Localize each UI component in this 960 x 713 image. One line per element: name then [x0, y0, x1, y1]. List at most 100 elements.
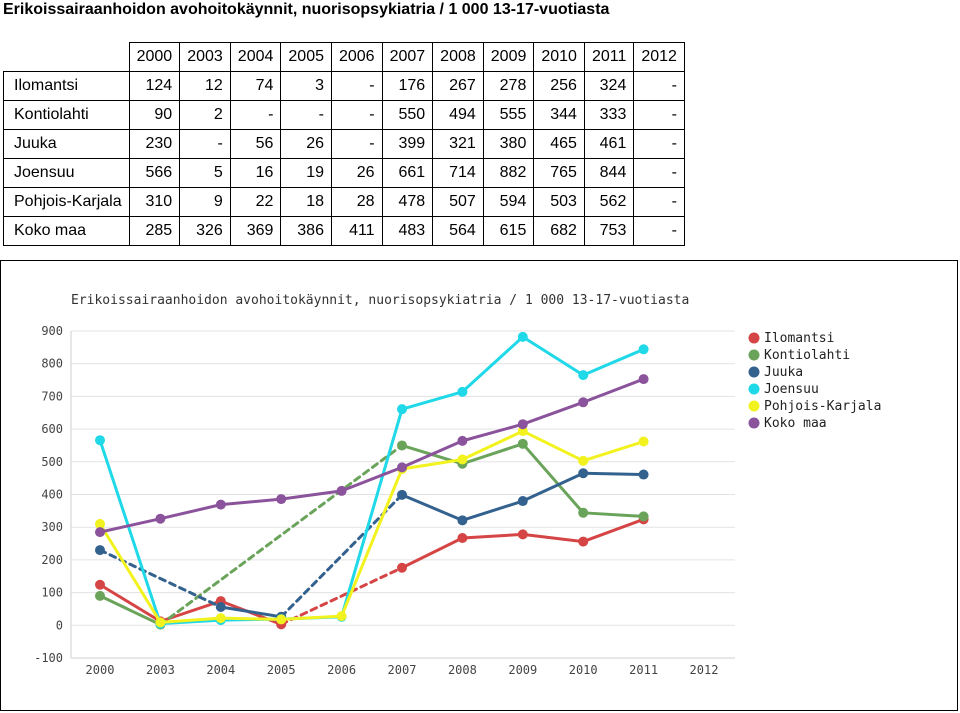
table-column-header: 2005: [280, 42, 332, 72]
legend-label-ilomantsi: Ilomantsi: [764, 331, 834, 346]
table-cell: 16: [229, 158, 282, 188]
table-column-header: 2004: [229, 42, 282, 72]
data-point-koko-maa: [215, 499, 226, 510]
data-point-koko-maa: [578, 397, 589, 408]
table-cell: -: [179, 129, 231, 159]
table-cell: 465: [533, 129, 585, 159]
series-line-joensuu: [340, 407, 404, 619]
y-tick-label: 100: [41, 586, 63, 600]
series-line-juuka: [581, 471, 646, 477]
series-line-pohjois-karjala: [460, 429, 525, 462]
table-cell: 5: [179, 158, 231, 188]
table-cell: 26: [330, 158, 383, 188]
y-tick-label: 800: [41, 357, 63, 371]
table-cell: 230: [128, 129, 181, 159]
x-tick-label: 2007: [388, 663, 417, 677]
legend-marker-ilomantsi: [748, 332, 760, 344]
series-line-koko-maa: [340, 465, 404, 493]
page-title: Erikoissairaanhoidon avohoitokäynnit, nu…: [3, 1, 610, 18]
data-point-kontiolahti: [638, 511, 649, 522]
table-column-header: 2007: [381, 42, 434, 72]
legend-marker-koko-maa: [748, 417, 760, 429]
table-cell: -: [229, 100, 282, 130]
legend-label-pohjois-karjala: Pohjois-Karjala: [764, 399, 881, 414]
data-point-joensuu: [638, 344, 649, 355]
table-cell: 555: [482, 100, 535, 130]
table-cell: -: [633, 100, 685, 130]
series-line-koko-maa: [158, 503, 223, 521]
table-corner-cell: [3, 42, 130, 72]
table-cell: 615: [482, 216, 535, 246]
table-cell: 765: [533, 158, 585, 188]
table-cell: 882: [482, 158, 535, 188]
table-cell: 682: [533, 216, 585, 246]
data-point-pohjois-karjala: [517, 426, 528, 437]
data-point-pohjois-karjala: [578, 455, 589, 466]
table-cell: 22: [229, 187, 282, 217]
table-cell: 594: [482, 187, 535, 217]
data-point-pohjois-karjala: [638, 436, 649, 447]
table-row: Koko maa 285 326 369 386 411 483 564 615 682 753-: [3, 216, 685, 246]
data-point-juuka: [638, 469, 649, 480]
table-cell: 714: [432, 158, 484, 188]
y-tick-label: -100: [34, 651, 63, 665]
table-row-label: Juuka: [3, 129, 130, 159]
series-line-ilomantsi: [279, 566, 404, 626]
table-cell: 176: [381, 71, 434, 101]
table-row: Ilomantsi 124 12 74 3-176 267 278 256 324-: [3, 71, 685, 101]
table-cell: 461: [583, 129, 635, 159]
table-cell: 74: [229, 71, 282, 101]
series-line-ilomantsi: [581, 517, 646, 544]
series-line-pohjois-karjala: [521, 429, 585, 463]
table-column-header: 2009: [482, 42, 535, 72]
data-point-ilomantsi: [95, 579, 105, 590]
table-cell: 12: [179, 71, 231, 101]
data-point-kontiolahti: [517, 438, 528, 449]
x-tick-label: 2003: [146, 663, 175, 677]
data-table: 2000 2003 2004 2005 2006 2007 2008 2009 …: [3, 42, 685, 246]
data-point-koko-maa: [276, 494, 287, 505]
legend-label-joensuu: Joensuu: [764, 382, 819, 397]
series-line-ilomantsi: [521, 532, 585, 544]
legend-label-kontiolahti: Kontiolahti: [764, 348, 850, 363]
table-row: Juuka 230-56 26-399 321 380 465 461-: [3, 129, 685, 159]
data-point-kontiolahti: [578, 507, 589, 518]
y-tick-label: 500: [41, 455, 63, 469]
series-line-ilomantsi: [98, 583, 162, 623]
table-column-header: 2006: [330, 42, 383, 72]
table-cell: 503: [533, 187, 585, 217]
series-line-joensuu: [98, 438, 162, 626]
data-point-koko-maa: [155, 513, 166, 524]
data-point-juuka: [578, 468, 589, 479]
table-cell: -: [633, 71, 685, 101]
table-cell: 564: [432, 216, 484, 246]
data-point-kontiolahti: [397, 440, 407, 451]
series-line-joensuu: [400, 390, 464, 411]
data-point-joensuu: [457, 386, 468, 397]
table-column-header: 2012: [633, 42, 685, 72]
table-column-header: 2008: [432, 42, 484, 72]
table-cell: 562: [583, 187, 635, 217]
table-cell: 550: [381, 100, 434, 130]
series-line-koko-maa: [98, 517, 162, 534]
table-cell: 26: [280, 129, 332, 159]
table-cell: 56: [229, 129, 282, 159]
x-tick-label: 2011: [629, 663, 658, 677]
series-line-koko-maa: [521, 400, 585, 426]
data-point-koko-maa: [517, 419, 528, 430]
table-cell: 399: [381, 129, 434, 159]
series-line-koko-maa: [460, 422, 525, 443]
table-cell: 326: [179, 216, 231, 246]
table-row-label: Koko maa: [3, 216, 130, 246]
data-point-ilomantsi: [517, 529, 528, 540]
x-tick-label: 2010: [569, 663, 598, 677]
table-column-header: 2010: [533, 42, 585, 72]
y-tick-label: 300: [41, 520, 63, 534]
series-line-pohjois-karjala: [98, 522, 162, 624]
table-cell: 9: [179, 187, 231, 217]
chart-frame: Erikoissairaanhoidon avohoitokäynnit, nu…: [0, 260, 958, 711]
data-point-pohjois-karjala: [336, 611, 347, 622]
x-tick-label: 2000: [86, 663, 115, 677]
table-cell: -: [633, 129, 685, 159]
y-tick-label: 600: [41, 422, 63, 436]
